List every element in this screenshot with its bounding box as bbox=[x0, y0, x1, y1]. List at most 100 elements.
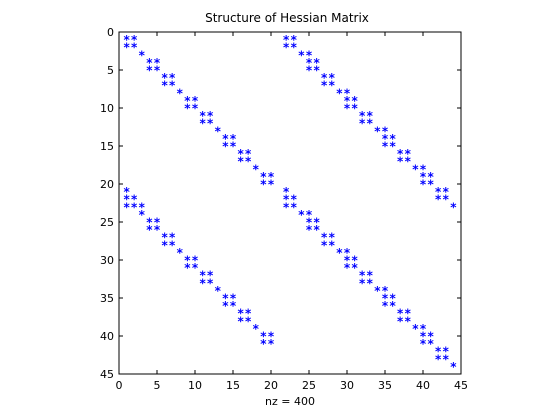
nonzero-marker: * bbox=[184, 254, 191, 268]
y-tick-label: 5 bbox=[107, 64, 114, 77]
nonzero-marker: * bbox=[169, 231, 176, 245]
nonzero-marker: * bbox=[169, 79, 176, 93]
nonzero-marker: * bbox=[420, 162, 427, 176]
nonzero-marker: * bbox=[382, 124, 389, 138]
nonzero-marker: * bbox=[420, 170, 427, 184]
nonzero-marker: * bbox=[139, 48, 146, 62]
nonzero-marker: * bbox=[215, 124, 222, 138]
nonzero-marker: * bbox=[313, 64, 320, 78]
nonzero-marker: * bbox=[230, 132, 237, 146]
nonzero-marker: * bbox=[146, 64, 153, 78]
nonzero-marker: * bbox=[146, 216, 153, 230]
nonzero-marker: * bbox=[382, 292, 389, 306]
nonzero-marker: * bbox=[306, 208, 313, 222]
nonzero-marker: * bbox=[161, 231, 168, 245]
nonzero-marker: * bbox=[336, 86, 343, 100]
nonzero-marker: * bbox=[306, 56, 313, 70]
nonzero-marker: * bbox=[123, 33, 130, 47]
nonzero-marker: * bbox=[397, 147, 404, 161]
y-tick-label: 40 bbox=[100, 330, 114, 343]
nonzero-marker: * bbox=[329, 71, 336, 85]
nonzero-marker: * bbox=[367, 276, 374, 290]
nonzero-markers: * * * ** * * ** * ** * * ** * * ** * * ** * * ** * ** * * ** * * ** *… bbox=[123, 33, 457, 374]
nonzero-marker: * bbox=[397, 314, 404, 328]
nonzero-marker: * bbox=[450, 200, 457, 214]
nonzero-marker: * bbox=[260, 170, 267, 184]
nonzero-marker: * bbox=[169, 238, 176, 252]
x-tick-label: 40 bbox=[416, 379, 430, 392]
x-axis: 0 5 10 15 20 25 30 35 40 45 bbox=[116, 32, 468, 392]
nonzero-marker: * bbox=[184, 261, 191, 275]
nonzero-marker: * bbox=[283, 41, 290, 55]
nonzero-marker: * bbox=[427, 337, 434, 351]
nonzero-marker: * bbox=[222, 140, 229, 154]
nonzero-marker: * bbox=[306, 216, 313, 230]
x-tick-label: 35 bbox=[378, 379, 392, 392]
nonzero-marker: * bbox=[291, 33, 298, 47]
x-tick-label: 20 bbox=[264, 379, 278, 392]
nonzero-marker: * bbox=[367, 269, 374, 283]
nonzero-marker: * bbox=[123, 193, 130, 207]
x-tick-label: 15 bbox=[226, 379, 240, 392]
nonzero-marker: * bbox=[397, 155, 404, 169]
nonzero-marker: * bbox=[161, 238, 168, 252]
x-tick-label: 10 bbox=[188, 379, 202, 392]
nonzero-marker: * bbox=[139, 208, 146, 222]
nonzero-marker: * bbox=[427, 170, 434, 184]
nonzero-marker: * bbox=[382, 140, 389, 154]
y-tick-label: 35 bbox=[100, 292, 114, 305]
nonzero-marker: * bbox=[397, 307, 404, 321]
nonzero-marker: * bbox=[443, 352, 450, 366]
nonzero-marker: * bbox=[291, 41, 298, 55]
y-tick-label: 45 bbox=[100, 368, 114, 381]
nonzero-marker: * bbox=[412, 162, 419, 176]
nonzero-marker: * bbox=[237, 307, 244, 321]
nonzero-marker: * bbox=[131, 33, 138, 47]
nonzero-marker: * bbox=[268, 337, 275, 351]
nonzero-marker: * bbox=[123, 41, 130, 55]
nonzero-marker: * bbox=[207, 117, 214, 131]
nonzero-marker: * bbox=[237, 147, 244, 161]
nonzero-marker: * bbox=[435, 352, 442, 366]
nonzero-marker: * bbox=[329, 231, 336, 245]
nonzero-marker: * bbox=[351, 261, 358, 275]
nonzero-marker: * bbox=[177, 246, 184, 260]
nonzero-marker: * bbox=[321, 71, 328, 85]
nonzero-marker: * bbox=[450, 360, 457, 374]
nonzero-marker: * bbox=[199, 117, 206, 131]
nonzero-marker: * bbox=[420, 322, 427, 336]
nonzero-marker: * bbox=[245, 147, 252, 161]
nonzero-marker: * bbox=[177, 86, 184, 100]
nonzero-marker: * bbox=[336, 246, 343, 260]
nonzero-marker: * bbox=[230, 292, 237, 306]
nonzero-marker: * bbox=[321, 231, 328, 245]
nonzero-marker: * bbox=[291, 193, 298, 207]
nonzero-marker: * bbox=[131, 193, 138, 207]
nonzero-marker: * bbox=[222, 132, 229, 146]
nonzero-marker: * bbox=[321, 238, 328, 252]
nonzero-marker: * bbox=[199, 269, 206, 283]
nonzero-marker: * bbox=[123, 185, 130, 199]
nonzero-marker: * bbox=[131, 200, 138, 214]
nonzero-marker: * bbox=[222, 292, 229, 306]
nonzero-marker: * bbox=[199, 109, 206, 123]
nonzero-marker: * bbox=[420, 337, 427, 351]
x-tick-label: 45 bbox=[454, 379, 468, 392]
nonzero-marker: * bbox=[169, 71, 176, 85]
nonzero-marker: * bbox=[268, 178, 275, 192]
nonzero-marker: * bbox=[359, 109, 366, 123]
nonzero-marker: * bbox=[313, 216, 320, 230]
nonzero-marker: * bbox=[306, 64, 313, 78]
nonzero-marker: * bbox=[260, 178, 267, 192]
x-tick-label: 30 bbox=[340, 379, 354, 392]
y-tick-label: 25 bbox=[100, 216, 114, 229]
nonzero-marker: * bbox=[192, 102, 199, 116]
nonzero-marker: * bbox=[389, 292, 396, 306]
nonzero-marker: * bbox=[283, 33, 290, 47]
nonzero-marker: * bbox=[230, 140, 237, 154]
nonzero-marker: * bbox=[359, 276, 366, 290]
nonzero-marker: * bbox=[412, 322, 419, 336]
nonzero-marker: * bbox=[329, 238, 336, 252]
nonzero-marker: * bbox=[420, 330, 427, 344]
nonzero-marker: * bbox=[283, 185, 290, 199]
